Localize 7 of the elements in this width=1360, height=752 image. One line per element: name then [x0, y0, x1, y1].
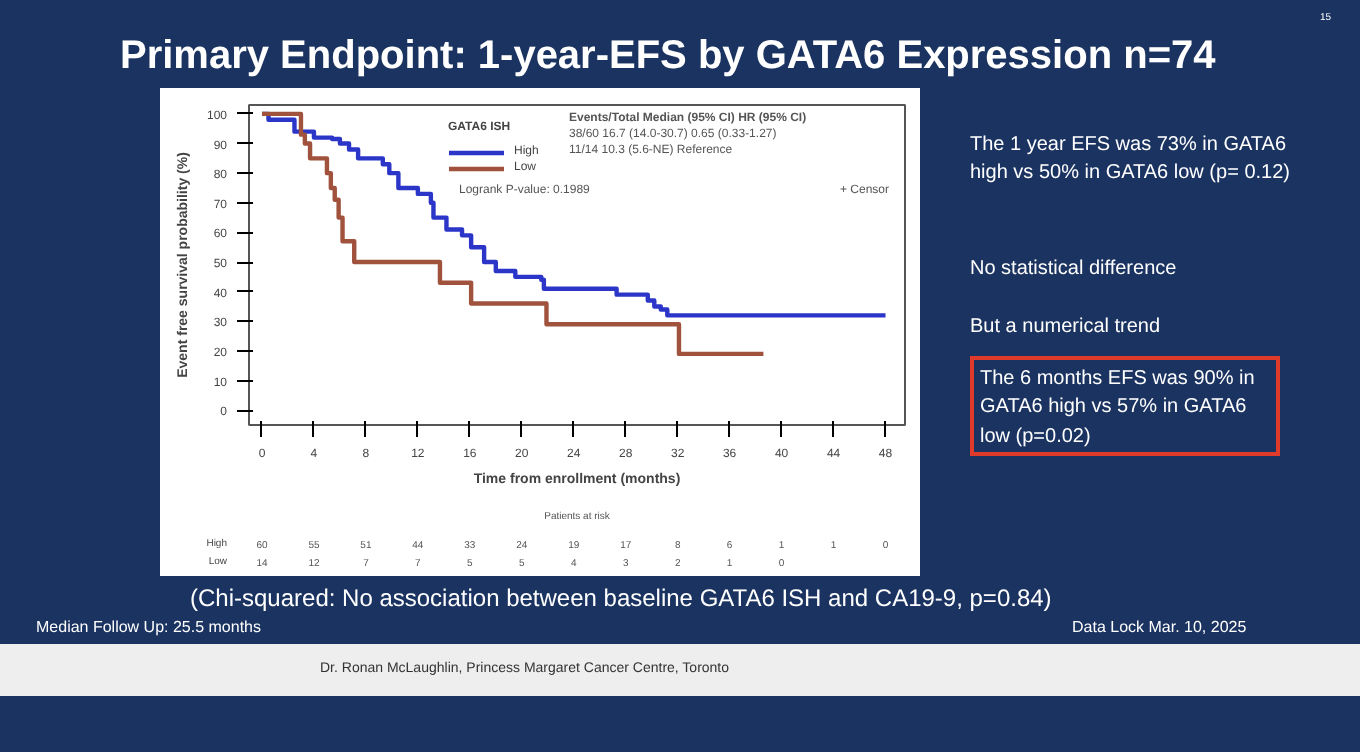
chart-title: Primary Endpoint: 1-year-EFS by GATA6 Expression n=74 — [120, 32, 1216, 82]
text: No statistical difference But a numerical trend — [970, 258, 1177, 338]
text: (Chi-squared: No association between baseline GATA6 ISH and CA19-9, p=0.84) — [190, 582, 1052, 616]
text: Median Follow Up: 25.5 months — [36, 616, 261, 639]
text: The 1 year EFS was 73% in GATA6 high vs 50% in GATA6 low (p= 0.12) — [970, 132, 1292, 189]
text: Data Lock Mar. 10, 2025 — [1072, 616, 1247, 639]
text: The 6 months EFS was 90% in GATA6 high vs 57% in GATA6 low (p=0.02) — [980, 366, 1257, 452]
